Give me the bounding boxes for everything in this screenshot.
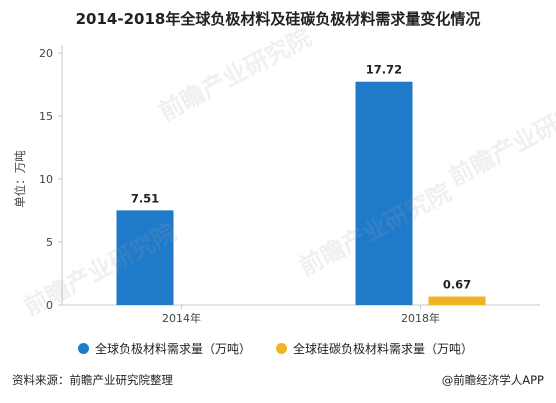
chart-legend: 全球负极材料需求量（万吨） 全球硅碳负极材料需求量（万吨） — [0, 340, 556, 360]
bar — [116, 210, 174, 305]
source-note: 资料来源：前瞻产业研究院整理 — [12, 373, 173, 387]
bar — [355, 81, 413, 305]
legend-item-series-1: 全球负极材料需求量（万吨） — [78, 340, 251, 357]
y-tick-label: 10 — [39, 173, 53, 186]
y-tick-label: 0 — [46, 299, 53, 312]
legend-swatch-series-1 — [78, 343, 89, 354]
x-tick-label: 2014年 — [162, 311, 201, 325]
legend-swatch-series-2 — [276, 343, 287, 354]
data-label: 7.51 — [131, 191, 159, 205]
brand-credit: @前瞻经济学人APP — [441, 373, 544, 387]
y-axis-label: 单位：万吨 — [13, 150, 27, 208]
y-tick-label: 5 — [46, 236, 53, 249]
legend-item-series-2: 全球硅碳负极材料需求量（万吨） — [276, 340, 473, 357]
legend-label-series-2: 全球硅碳负极材料需求量（万吨） — [293, 342, 474, 356]
chart-axes: 0 5 10 15 20 单位：万吨 2014年 2018年 — [13, 45, 540, 325]
bar-chart: 0 5 10 15 20 单位：万吨 2014年 2018年 7.51 17.72 0.67 — [13, 45, 540, 325]
chart-bars — [116, 81, 486, 305]
x-tick-label: 2018年 — [401, 311, 440, 325]
bar — [428, 296, 486, 305]
chart-title: 2014-2018年全球负极材料及硅碳负极材料需求量变化情况 — [75, 10, 481, 28]
y-tick-label: 15 — [39, 110, 53, 123]
data-label: 0.67 — [443, 278, 471, 292]
y-tick-label: 20 — [39, 47, 53, 60]
data-label: 17.72 — [366, 63, 402, 77]
legend-label-series-1: 全球负极材料需求量（万吨） — [95, 342, 252, 356]
chart-labels: 7.51 17.72 0.67 — [131, 63, 471, 292]
